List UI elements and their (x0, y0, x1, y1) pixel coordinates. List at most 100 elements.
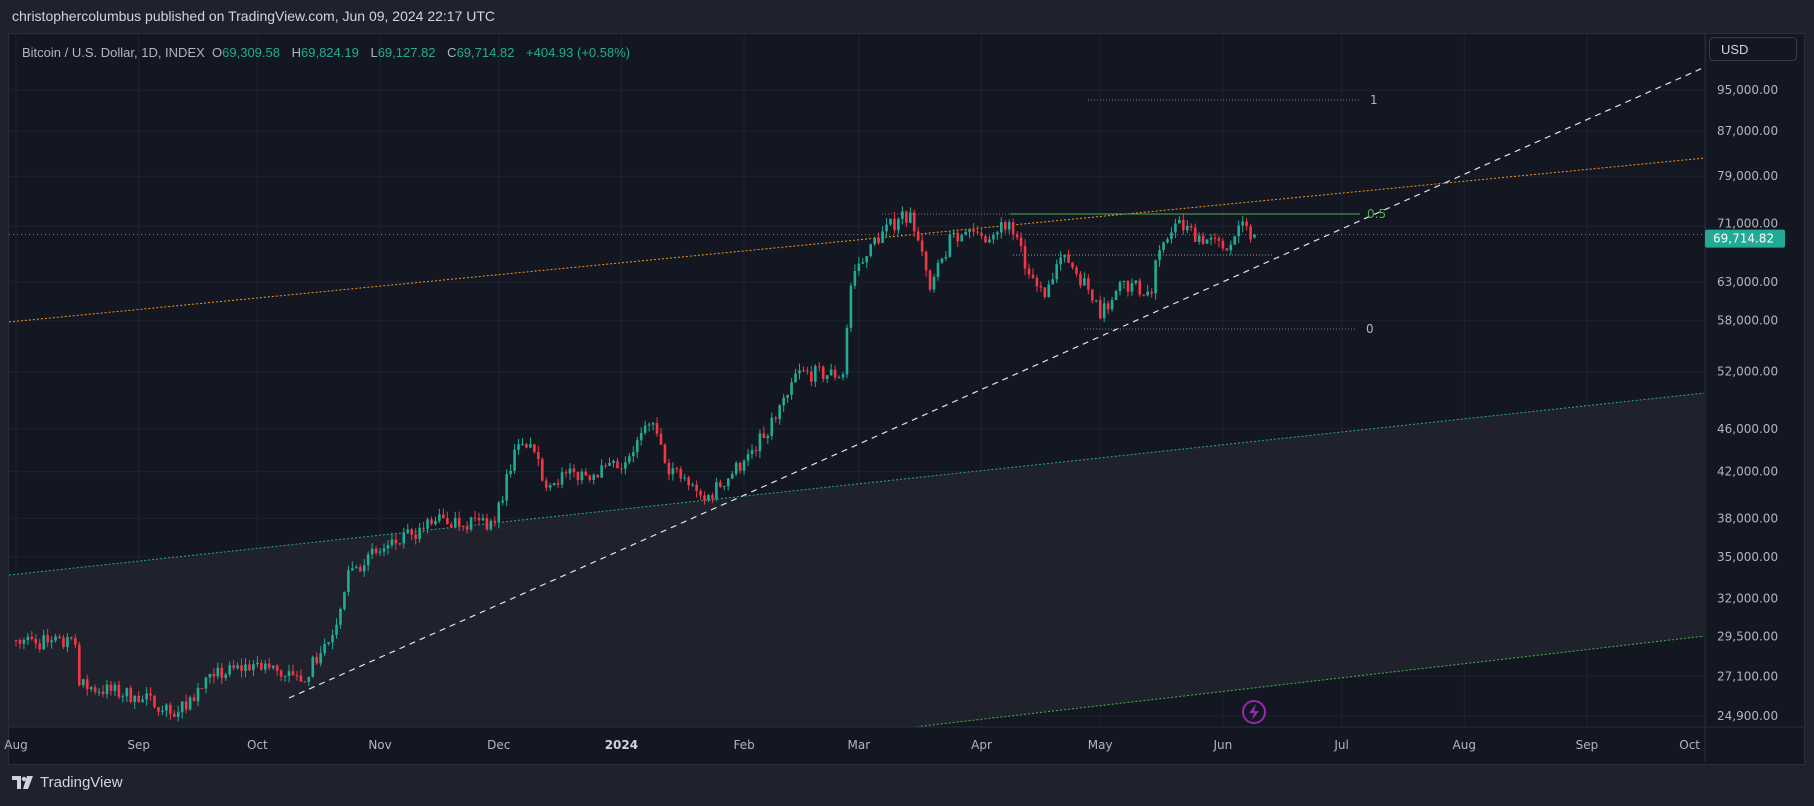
white-dashed-trendline[interactable] (288, 66, 1705, 699)
time-axis[interactable]: Aug Sep Oct Nov Dec 2024 Feb Mar Apr May Jun Jul Aug… (4, 738, 1700, 752)
candle (924, 250, 928, 277)
candle-body (303, 681, 307, 683)
green-channel-line[interactable] (897, 635, 1705, 729)
candle (89, 685, 93, 693)
candle-body (806, 370, 809, 372)
candle (952, 229, 956, 238)
candle (588, 474, 592, 483)
close-label: C (447, 45, 457, 60)
symbol-legend: Bitcoin / U.S. Dollar, 1D, INDEX O69,309… (22, 45, 638, 60)
teal-channel-line[interactable] (9, 392, 1705, 576)
candle-body (457, 518, 461, 527)
candle (426, 517, 429, 534)
candle-body (422, 527, 425, 529)
candle-body (881, 231, 884, 243)
candle (62, 634, 65, 650)
candle (50, 636, 53, 649)
candle-body (386, 545, 390, 549)
published-header: christophercolumbus published on Trading… (12, 8, 496, 24)
candle (774, 416, 778, 423)
candle (1071, 262, 1074, 270)
candle (972, 223, 975, 237)
candle (497, 500, 501, 529)
candle-body (1003, 222, 1007, 230)
candle (319, 646, 322, 667)
candle (370, 543, 374, 559)
candle-body (169, 704, 172, 714)
candle-body (916, 231, 920, 241)
candle-body (529, 444, 532, 448)
candle-body (1150, 291, 1153, 294)
candle-body (833, 369, 837, 378)
candle-body (1118, 282, 1122, 292)
candle-body (62, 637, 65, 648)
price-tick: 29,500.00 (1717, 630, 1778, 644)
candle (635, 436, 639, 459)
candle (663, 443, 667, 465)
candle (485, 513, 489, 531)
candle-body (208, 674, 212, 678)
candle (631, 446, 635, 463)
candle (212, 667, 216, 684)
price-axis[interactable]: 95,000.00 87,000.00 79,000.00 71,000.00 63,0… (1717, 83, 1778, 723)
candle (802, 366, 805, 373)
footer-brand[interactable]: TradingView (12, 774, 123, 791)
candle (1031, 268, 1035, 280)
candle-body (651, 422, 655, 425)
candle (438, 508, 441, 524)
candle-body (845, 327, 849, 375)
candle (1118, 280, 1122, 296)
candle (671, 462, 675, 481)
candle (461, 525, 465, 532)
candle-body (165, 704, 168, 711)
candle (271, 665, 275, 670)
currency-button[interactable]: USD (1709, 37, 1797, 61)
candle (821, 365, 825, 383)
candle (97, 687, 101, 697)
candle (1253, 233, 1256, 239)
candle-body (1253, 234, 1256, 238)
candle-body (1154, 260, 1157, 294)
candle (430, 516, 433, 526)
candle-body (489, 520, 493, 530)
candle (26, 632, 30, 645)
candle-body (153, 695, 156, 707)
lightning-icon[interactable] (1242, 700, 1266, 724)
candle-body (1134, 280, 1138, 284)
candle-body (1035, 277, 1039, 287)
candle (525, 442, 528, 449)
candle (117, 680, 121, 700)
candle (1213, 233, 1217, 244)
candle (93, 684, 97, 695)
candle-body (485, 518, 489, 530)
candle (647, 422, 651, 432)
candle (750, 444, 754, 459)
candle-body (829, 369, 833, 376)
candle (38, 638, 42, 653)
candle-body (730, 474, 734, 479)
candle-body (362, 565, 366, 572)
low-value: 69,127.82 (377, 45, 436, 60)
candle-body (817, 366, 821, 368)
high-label: H (291, 45, 301, 60)
candle-body (501, 500, 505, 503)
candle (699, 488, 702, 500)
candle-body (604, 465, 607, 467)
candle (572, 464, 576, 478)
orange-trendline[interactable] (9, 157, 1705, 323)
candle-body (1071, 262, 1074, 268)
candle (343, 591, 346, 611)
candle (1051, 272, 1055, 285)
candle-body (141, 699, 144, 702)
candle (22, 637, 26, 650)
candle-body (1043, 287, 1047, 298)
candle (612, 459, 615, 468)
candle-body (398, 543, 402, 545)
candle-body (343, 591, 346, 609)
candle (390, 532, 394, 549)
candle-body (339, 608, 342, 625)
candle-body (774, 417, 778, 419)
last-price-tag: 69,714.82 (1705, 229, 1785, 248)
candle-body (968, 229, 971, 232)
